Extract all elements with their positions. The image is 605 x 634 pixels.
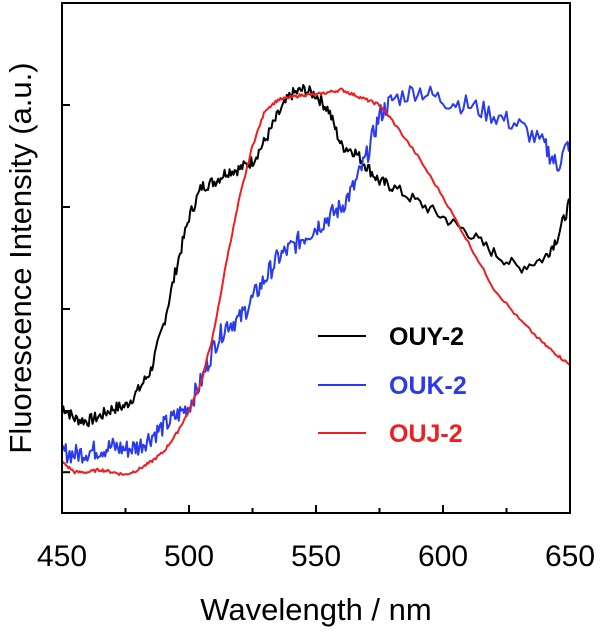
y-axis-title: Fluorescence Intensity (a.u.) <box>3 62 38 453</box>
ticks-layer: 450 500 550 600 650 <box>37 2 595 573</box>
x-tick-label-650: 650 <box>545 540 595 573</box>
x-tick-label-600: 600 <box>418 540 468 573</box>
x-tick-label-550: 550 <box>291 540 341 573</box>
x-axis-title: Wavelength / nm <box>200 592 431 627</box>
legend: OUY-2 OUK-2 OUJ-2 <box>318 323 467 448</box>
series-line-ouk-2 <box>61 85 571 464</box>
plot-frame <box>61 2 571 514</box>
legend-label-ouy-2: OUY-2 <box>389 323 464 351</box>
series-layer <box>61 84 571 476</box>
x-tick-label-500: 500 <box>164 540 214 573</box>
x-tick-label-450: 450 <box>37 540 87 573</box>
legend-label-ouj-2: OUJ-2 <box>389 420 463 448</box>
legend-label-ouk-2: OUK-2 <box>389 372 467 400</box>
series-line-ouy-2 <box>61 84 571 428</box>
series-line-ouj-2 <box>61 87 571 476</box>
